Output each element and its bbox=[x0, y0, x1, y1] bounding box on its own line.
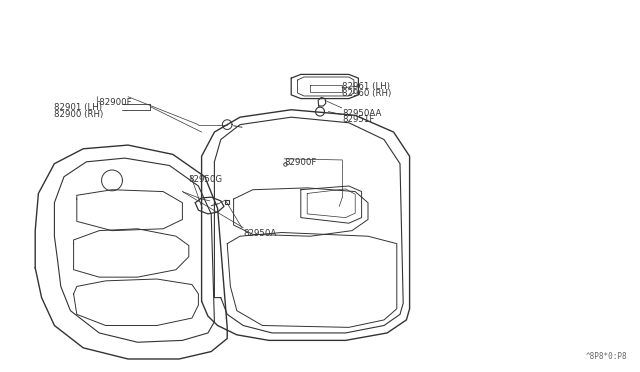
Text: ├82900F: ├82900F bbox=[95, 96, 132, 107]
Text: 82961 (LH): 82961 (LH) bbox=[342, 82, 390, 91]
Text: 82960 (RH): 82960 (RH) bbox=[342, 89, 392, 97]
Text: 82951F: 82951F bbox=[342, 115, 375, 124]
Text: 82950AA: 82950AA bbox=[342, 109, 382, 118]
Text: 82950A: 82950A bbox=[243, 229, 276, 238]
Text: 82900F: 82900F bbox=[285, 158, 317, 167]
Text: 82950G: 82950G bbox=[189, 175, 223, 184]
Text: ^8P8*0:P8: ^8P8*0:P8 bbox=[586, 352, 627, 361]
Text: 82901 (LH): 82901 (LH) bbox=[54, 103, 102, 112]
Text: 82900 (RH): 82900 (RH) bbox=[54, 110, 104, 119]
